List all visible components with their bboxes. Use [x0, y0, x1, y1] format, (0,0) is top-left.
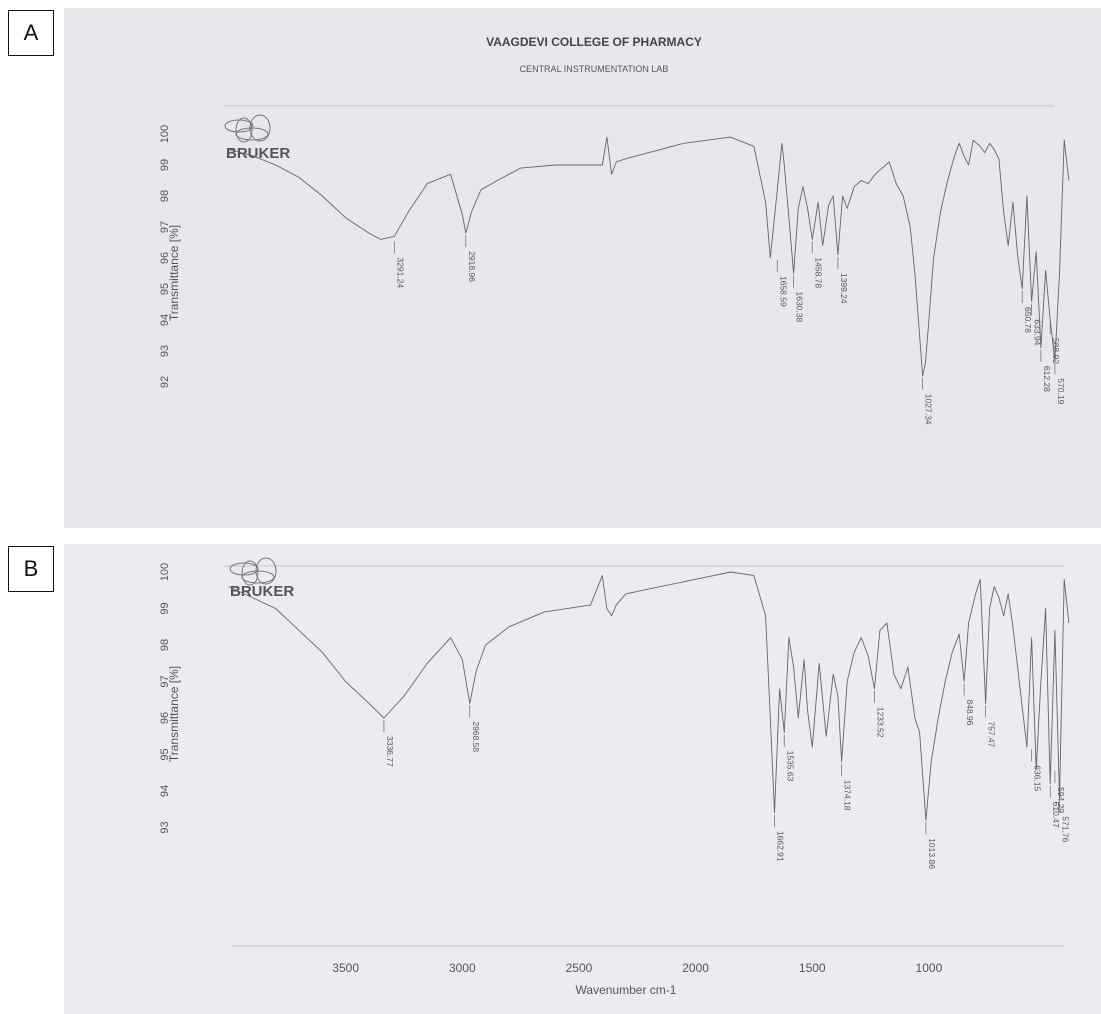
spectrum-a-svg: VAAGDEVI COLLEGE OF PHARMACY CENTRAL INS…: [159, 35, 1070, 425]
bruker-logo: BRUKER: [224, 114, 290, 162]
peak-label: 610.47: [1051, 802, 1061, 828]
y-tick-label: 96: [159, 252, 171, 264]
y-ticks: 100 99 98 97 96 95 94 93 92: [159, 125, 171, 388]
peak-label: 1399.24: [839, 273, 849, 304]
peak-label: 612.28: [1042, 366, 1052, 392]
y-tick-label: 98: [159, 639, 171, 651]
peak-label: 1535.63: [785, 751, 795, 782]
y-ticks: 100 99 98 97 96 95 94 93: [159, 563, 171, 834]
peak-label: 633.94: [1033, 319, 1043, 345]
y-axis-label: Transmittance [%]: [167, 666, 181, 762]
y-tick-label: 93: [159, 345, 171, 357]
x-tick-label: 3500: [332, 961, 359, 975]
peak-label: 1630.38: [795, 292, 805, 323]
y-tick-label: 99: [159, 602, 171, 614]
peak-labels: 3291.24 2918.96 1658.59 1630.38 1458.78 1399.…: [394, 235, 1066, 425]
peak-label: 571.76: [1061, 816, 1071, 842]
y-axis-label: Transmittance [%]: [167, 225, 181, 321]
peak-label: 650.78: [1023, 307, 1033, 333]
peak-label: 1658.59: [778, 276, 788, 307]
peak-label: 1027.34: [924, 394, 934, 425]
peak-label: 636.15: [1033, 765, 1043, 791]
x-tick-label: 3000: [449, 961, 476, 975]
x-tick-label: 2500: [566, 961, 593, 975]
y-tick-label: 94: [159, 314, 171, 326]
peak-label: 1013.86: [927, 838, 937, 869]
y-tick-label: 95: [159, 748, 171, 760]
peak-label: 1374.18: [843, 780, 853, 811]
peak-label: 3336.77: [385, 736, 395, 767]
x-ticks: 3500 3000 2500 2000 1500 1000: [332, 961, 942, 975]
peak-label: 757.47: [987, 721, 997, 747]
bruker-logo: BRUKER: [229, 557, 294, 600]
y-tick-label: 92: [159, 376, 171, 388]
peak-label: 848.96: [965, 700, 975, 726]
y-tick-label: 93: [159, 821, 171, 833]
peak-label: 594.29: [1056, 787, 1066, 813]
panel-label-b: B: [8, 546, 54, 592]
peak-label: 570.19: [1056, 378, 1066, 404]
spectrum-trace: [228, 571, 1070, 821]
panel-label-a: A: [8, 10, 54, 56]
x-tick-label: 2000: [682, 961, 709, 975]
y-tick-label: 95: [159, 283, 171, 295]
peak-label: 1233.52: [876, 707, 886, 738]
x-tick-label: 1500: [799, 961, 826, 975]
peak-labels: 3336.77 2968.58 1662.91 1535.63 1374.18 1233.…: [383, 683, 1071, 869]
x-axis-label: Wavenumber cm-1: [576, 983, 677, 997]
y-tick-label: 97: [159, 221, 171, 233]
peak-label: 2918.96: [467, 251, 477, 282]
spectrum-trace: [228, 136, 1070, 377]
y-tick-label: 100: [159, 563, 171, 581]
spectrum-panel-b: BRUKER Transmittance [%] 100 99 98 97 96 95 94…: [64, 544, 1101, 1014]
x-tick-label: 1000: [916, 961, 943, 975]
peak-label: 1458.78: [813, 257, 823, 288]
spectrum-line: [228, 571, 1070, 821]
peak-label: 3291.24: [395, 257, 405, 288]
y-tick-label: 99: [159, 159, 171, 171]
y-tick-label: 97: [159, 675, 171, 687]
y-tick-label: 100: [159, 125, 171, 143]
spectrum-b-svg: BRUKER Transmittance [%] 100 99 98 97 96 95 94…: [159, 557, 1071, 997]
peak-label: 1662.91: [775, 831, 785, 862]
y-tick-label: 98: [159, 190, 171, 202]
y-tick-label: 94: [159, 785, 171, 797]
spectrum-panel-a: VAAGDEVI COLLEGE OF PHARMACY CENTRAL INS…: [64, 8, 1101, 528]
spectrum-line: [228, 136, 1070, 377]
peak-label: 2968.58: [471, 721, 481, 752]
svg-text:BRUKER: BRUKER: [226, 145, 290, 162]
y-tick-label: 96: [159, 712, 171, 724]
lab-subtitle: CENTRAL INSTRUMENTATION LAB: [520, 64, 669, 74]
peak-label: 588.92: [1051, 338, 1061, 364]
svg-text:BRUKER: BRUKER: [230, 583, 294, 600]
institution-title: VAAGDEVI COLLEGE OF PHARMACY: [486, 35, 702, 49]
